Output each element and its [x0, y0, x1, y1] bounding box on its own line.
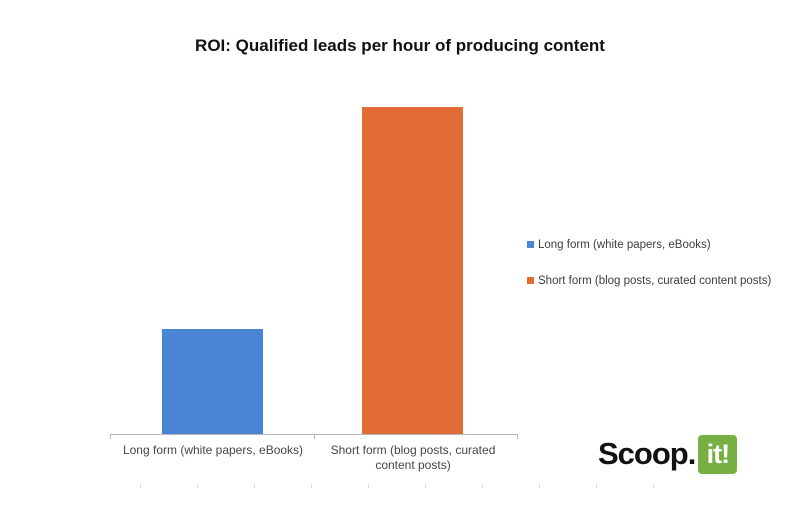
legend-label-long-form: Long form (white papers, eBooks)	[538, 239, 711, 251]
bar-long-form	[162, 329, 263, 434]
ruler-tick	[254, 484, 255, 488]
ruler-tick	[653, 484, 654, 488]
x-axis-label-long-form: Long form (white papers, eBooks)	[122, 443, 304, 457]
legend-item-short-form: Short form (blog posts, curated content …	[527, 274, 789, 289]
scoopit-logo: Scoop. it!	[598, 433, 738, 475]
legend-swatch-blue-icon	[527, 241, 534, 248]
legend-item-long-form: Long form (white papers, eBooks)	[527, 238, 789, 253]
bar-short-form	[362, 107, 463, 434]
legend: Long form (white papers, eBooks) Short f…	[527, 238, 789, 310]
scoopit-logo-wordmark: Scoop.	[598, 436, 696, 471]
ruler-tick	[425, 484, 426, 488]
ruler-tick	[197, 484, 198, 488]
ruler-tick	[482, 484, 483, 488]
ruler-tick	[596, 484, 597, 488]
x-axis-tick	[314, 434, 315, 439]
legend-label-short-form: Short form (blog posts, curated content …	[538, 275, 772, 287]
ruler-tick	[311, 484, 312, 488]
scoopit-logo-badge: it!	[698, 434, 738, 474]
legend-swatch-orange-icon	[527, 277, 534, 284]
ruler-tick	[140, 484, 141, 488]
x-axis-tick	[110, 434, 111, 439]
x-axis-tick	[517, 434, 518, 439]
ruler-tick	[368, 484, 369, 488]
x-axis-label-short-form: Short form (blog posts, curated content …	[330, 443, 496, 472]
ruler-tick	[539, 484, 540, 488]
chart-title: ROI: Qualified leads per hour of produci…	[195, 36, 605, 55]
